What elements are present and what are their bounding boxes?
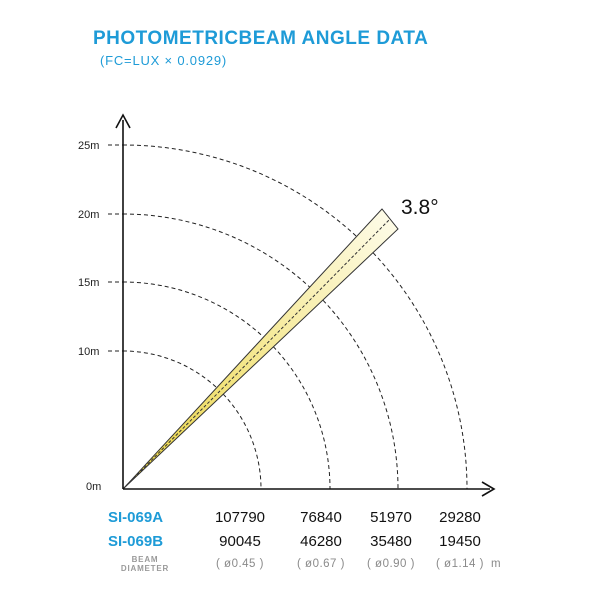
lux-value: 19450 [439, 533, 481, 550]
table-row-si-069a: SI-069A 107790 76840 51970 29280 [0, 509, 600, 529]
beam-diameter-value: ( ø0.90 ) [367, 558, 415, 570]
beam-diameter-label: BEAM DIAMETER [110, 555, 180, 573]
model-label: SI-069B [108, 533, 164, 550]
y-tick-label: 0m [86, 481, 101, 493]
beam-diameter-row: BEAM DIAMETER ( ø0.45 ) ( ø0.67 ) ( ø0.9… [0, 555, 600, 579]
beam-diameter-label-line2: DIAMETER [120, 564, 170, 573]
beam-center-line [122, 218, 391, 490]
beam-diameter-label-line1: BEAM [131, 555, 159, 564]
y-axis-arrow [115, 113, 131, 129]
beam-angle-label: 3.8° [401, 196, 439, 219]
model-label: SI-069A [108, 509, 164, 526]
light-beam [122, 208, 399, 490]
lux-value: 35480 [370, 533, 412, 550]
lux-value: 107790 [214, 509, 266, 526]
y-tick-label: 15m [78, 277, 99, 289]
y-tick-label: 10m [78, 346, 99, 358]
lux-value: 46280 [300, 533, 342, 550]
y-tick-label: 25m [78, 140, 99, 152]
diagram-subtitle: (FC=LUX × 0.0929) [100, 53, 228, 68]
x-axis-arrow [481, 481, 496, 497]
table-row-si-069b: SI-069B 90045 46280 35480 19450 [0, 533, 600, 553]
lux-value: 51970 [370, 509, 412, 526]
beam-diameter-value: ( ø0.67 ) [297, 558, 345, 570]
lux-value: 90045 [219, 533, 261, 550]
distance-arc-25m [122, 144, 468, 490]
y-tick-label: 20m [78, 209, 99, 221]
lux-value: 76840 [300, 509, 342, 526]
beam-diameter-unit: m [491, 558, 501, 570]
beam-diameter-value: ( ø0.45 ) [216, 558, 264, 570]
beam-diameter-value: ( ø1.14 ) [436, 558, 484, 570]
lux-value: 29280 [439, 509, 481, 526]
diagram-title: PHOTOMETRICBEAM ANGLE DATA [93, 28, 429, 49]
distance-arc-20m [122, 213, 399, 490]
